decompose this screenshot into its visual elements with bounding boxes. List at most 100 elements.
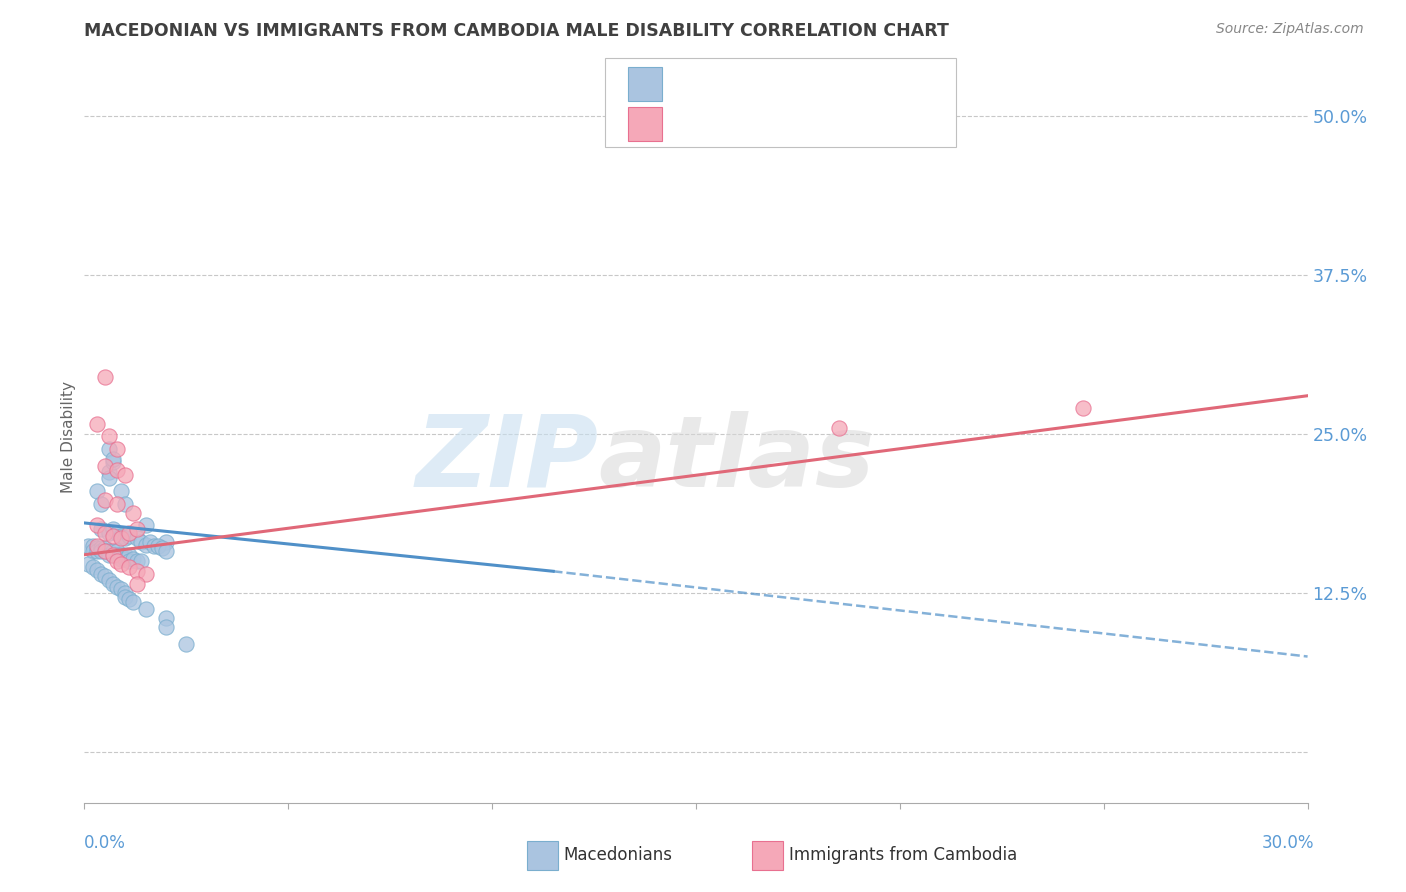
Text: R =  0.397   N = 27: R = 0.397 N = 27 xyxy=(673,116,863,134)
Point xyxy=(101,455,124,469)
Point xyxy=(114,497,136,511)
Point xyxy=(93,541,115,556)
Point xyxy=(127,577,149,591)
Text: atlas: atlas xyxy=(598,410,875,508)
Point xyxy=(127,554,149,568)
Point xyxy=(155,620,177,634)
Point xyxy=(118,592,141,607)
Point xyxy=(105,526,128,541)
Text: MACEDONIAN VS IMMIGRANTS FROM CAMBODIA MALE DISABILITY CORRELATION CHART: MACEDONIAN VS IMMIGRANTS FROM CAMBODIA M… xyxy=(84,22,949,40)
Point xyxy=(118,560,141,574)
Point xyxy=(150,541,173,556)
Point xyxy=(97,548,120,562)
Point xyxy=(135,538,157,552)
Point xyxy=(90,544,112,558)
Point xyxy=(86,518,108,533)
Point xyxy=(110,582,132,596)
Point xyxy=(93,369,115,384)
Point xyxy=(77,557,100,571)
Point xyxy=(86,539,108,553)
Point xyxy=(127,522,149,536)
Point xyxy=(105,548,128,562)
Text: R = -0.262   N = 67: R = -0.262 N = 67 xyxy=(673,76,863,94)
Point xyxy=(93,493,115,508)
Point xyxy=(105,462,128,476)
Point xyxy=(135,566,157,581)
Point xyxy=(122,506,145,520)
Point xyxy=(90,566,112,581)
Point xyxy=(97,526,120,541)
Point xyxy=(118,526,141,541)
Point xyxy=(90,522,112,536)
Point xyxy=(135,602,157,616)
Point xyxy=(118,529,141,543)
Point xyxy=(110,484,132,499)
Point xyxy=(127,564,149,578)
Point xyxy=(101,529,124,543)
Text: 30.0%: 30.0% xyxy=(1263,834,1315,852)
Point xyxy=(114,551,136,566)
Point xyxy=(155,611,177,625)
Point xyxy=(101,544,124,558)
Point xyxy=(90,541,112,556)
Point xyxy=(114,590,136,604)
Point xyxy=(86,417,108,431)
Point xyxy=(110,557,132,571)
Point xyxy=(174,637,197,651)
Point xyxy=(142,539,165,553)
Point xyxy=(97,465,120,479)
Point xyxy=(110,551,132,566)
Point xyxy=(135,518,157,533)
Point xyxy=(110,529,132,543)
Point xyxy=(86,541,108,556)
Point xyxy=(131,554,153,568)
Point xyxy=(86,544,108,558)
Text: Source: ZipAtlas.com: Source: ZipAtlas.com xyxy=(1216,22,1364,37)
Text: ZIP: ZIP xyxy=(415,410,598,508)
Point xyxy=(110,548,132,562)
Point xyxy=(105,544,128,558)
Point xyxy=(97,471,120,485)
Point xyxy=(86,484,108,499)
Point xyxy=(110,531,132,545)
Point xyxy=(114,531,136,545)
Point xyxy=(1071,401,1094,416)
Point xyxy=(131,535,153,549)
Point xyxy=(155,535,177,549)
Point xyxy=(105,580,128,594)
Y-axis label: Male Disability: Male Disability xyxy=(60,381,76,493)
Point xyxy=(138,535,160,549)
Point xyxy=(105,497,128,511)
Point xyxy=(122,551,145,566)
Point xyxy=(90,497,112,511)
Point xyxy=(93,544,115,558)
Point xyxy=(93,569,115,583)
Point xyxy=(114,548,136,562)
Point xyxy=(82,544,104,558)
Point xyxy=(105,442,128,457)
Point xyxy=(82,560,104,574)
Point xyxy=(146,539,169,553)
Point xyxy=(127,531,149,545)
Point xyxy=(827,420,849,434)
Point xyxy=(101,548,124,562)
Point xyxy=(101,577,124,591)
Point xyxy=(101,452,124,467)
Point xyxy=(93,458,115,473)
Point xyxy=(97,573,120,587)
Text: Macedonians: Macedonians xyxy=(564,847,673,864)
Point xyxy=(97,429,120,443)
Point xyxy=(122,595,145,609)
Text: 0.0%: 0.0% xyxy=(84,834,127,852)
Point xyxy=(101,522,124,536)
Text: Immigrants from Cambodia: Immigrants from Cambodia xyxy=(789,847,1017,864)
Point xyxy=(118,554,141,568)
Point xyxy=(101,548,124,562)
Point xyxy=(118,548,141,562)
Point xyxy=(86,563,108,577)
Point xyxy=(105,554,128,568)
Point xyxy=(114,467,136,482)
Point xyxy=(114,586,136,600)
Point xyxy=(93,526,115,541)
Point xyxy=(155,544,177,558)
